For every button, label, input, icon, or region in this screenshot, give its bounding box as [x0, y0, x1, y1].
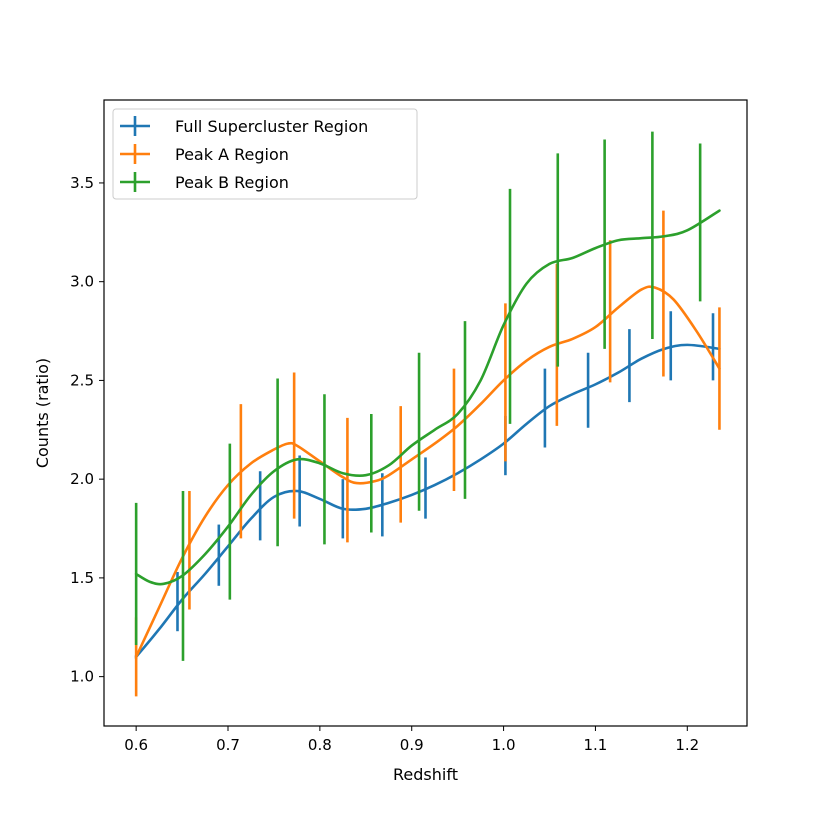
- x-tick-label: 1.2: [675, 736, 699, 754]
- x-tick-label: 0.7: [216, 736, 240, 754]
- legend-item: Peak B Region: [120, 172, 289, 192]
- series-2: [134, 210, 721, 697]
- plot-layer: [134, 131, 721, 697]
- y-tick-label: 2.5: [70, 371, 94, 389]
- x-tick-label: 1.1: [584, 736, 608, 754]
- legend-label: Peak B Region: [175, 173, 289, 192]
- plot-frame: [103, 99, 748, 727]
- axes-layer: 0.6 0.7 0.8 0.9 1.0 1.1 1.2 1.0 1.5 2.0 2.5 3.0 3.5: [70, 174, 699, 754]
- x-tick-label: 0.8: [308, 736, 332, 754]
- y-tick-label: 3.5: [70, 174, 94, 192]
- x-tick-label: 0.9: [400, 736, 424, 754]
- legend-item: Full Supercluster Region: [120, 116, 368, 136]
- series-3: [134, 131, 721, 661]
- y-axis-label: Counts (ratio): [33, 358, 52, 468]
- legend-label: Full Supercluster Region: [175, 117, 368, 136]
- y-tick-label: 3.0: [70, 273, 94, 291]
- series-line: [134, 285, 721, 659]
- y-tick-label: 2.0: [70, 470, 94, 488]
- y-tick-label: 1.5: [70, 569, 94, 587]
- x-axis-label: Redshift: [393, 765, 458, 784]
- x-tick-label: 1.0: [492, 736, 516, 754]
- legend-item: Peak A Region: [120, 144, 289, 164]
- series-line: [134, 209, 721, 586]
- legend-label: Peak A Region: [175, 145, 289, 164]
- legend-box: [112, 108, 418, 200]
- x-tick-label: 0.6: [124, 736, 148, 754]
- legend: Full Supercluster Region Peak A Region Pea…: [112, 108, 418, 200]
- y-tick-label: 1.0: [70, 668, 94, 686]
- series-1: [134, 311, 721, 659]
